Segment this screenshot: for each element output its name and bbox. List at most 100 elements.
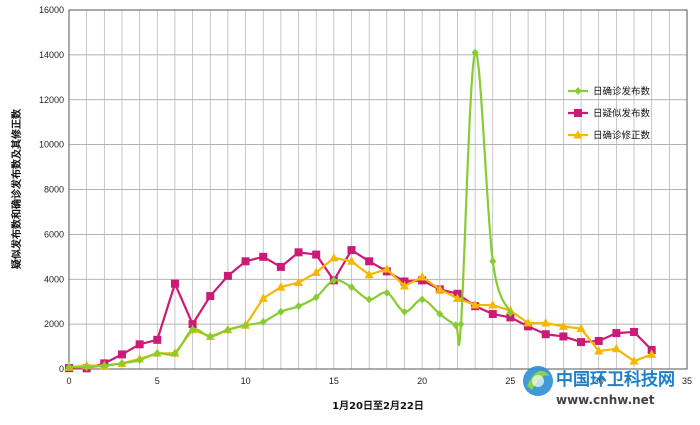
data-point — [83, 363, 91, 372]
y-tick-label: 8000 — [44, 185, 64, 195]
x-tick-label: 10 — [241, 376, 251, 386]
watermark-logo-icon — [523, 366, 553, 396]
y-axis-title: 疑似发布数和确诊发布数及其修正数 — [10, 108, 23, 269]
data-point — [330, 276, 338, 285]
data-point — [223, 271, 232, 280]
y-tick-label: 16000 — [39, 5, 64, 15]
plot-frame — [68, 9, 688, 370]
data-point — [348, 283, 356, 292]
data-point — [276, 282, 286, 291]
data-point — [541, 318, 551, 327]
data-point — [630, 327, 639, 336]
data-point — [470, 300, 480, 309]
data-point — [383, 288, 391, 297]
x-tick-label: 35 — [682, 376, 692, 386]
data-point — [452, 321, 460, 330]
data-point — [365, 295, 373, 304]
data-point — [417, 272, 427, 281]
data-point — [153, 335, 162, 344]
legend-marker — [573, 130, 583, 139]
data-point — [506, 313, 515, 322]
data-point — [136, 356, 144, 365]
data-point — [558, 321, 568, 330]
x-tick-label: 25 — [505, 376, 515, 386]
series-group — [64, 48, 657, 373]
series-2 — [64, 252, 657, 371]
data-point — [506, 308, 514, 317]
data-point — [559, 332, 568, 341]
data-point — [277, 307, 285, 316]
grid — [68, 9, 688, 370]
data-point — [170, 279, 179, 288]
watermark: 中国环卫科技网 www.cnhw.net — [523, 366, 675, 407]
data-point — [382, 264, 392, 273]
data-point — [399, 280, 409, 290]
y-tick-label: 2000 — [44, 319, 64, 329]
data-point — [400, 307, 408, 316]
data-point — [435, 284, 445, 293]
data-point — [347, 246, 356, 255]
watermark-logo-text: 中国环卫科技网 — [556, 369, 675, 390]
legend-item: 日确诊修正数 — [568, 130, 651, 142]
data-point — [295, 302, 303, 311]
data-point — [364, 269, 374, 279]
data-point — [135, 340, 144, 349]
data-point — [489, 257, 497, 266]
data-point — [258, 293, 268, 302]
data-point — [576, 323, 586, 333]
legend-marker — [574, 87, 582, 95]
y-tick-label: 12000 — [39, 95, 64, 105]
data-point — [188, 320, 197, 329]
legend-item: 日确诊发布数 — [568, 86, 651, 98]
x-tick-label: 15 — [329, 376, 339, 386]
x-tick-label: 20 — [417, 376, 427, 386]
series-0 — [65, 48, 514, 372]
data-point — [65, 363, 73, 372]
y-tick-label: 0 — [59, 364, 64, 374]
data-point — [541, 330, 550, 339]
data-point — [347, 256, 357, 265]
data-point — [117, 350, 126, 359]
data-point — [224, 325, 232, 334]
data-point — [294, 248, 303, 257]
legend-marker — [574, 109, 582, 117]
data-point — [259, 252, 268, 261]
data-point — [594, 336, 603, 345]
data-point — [311, 267, 321, 277]
data-point — [436, 310, 444, 319]
y-tick-label: 4000 — [44, 274, 64, 284]
data-point — [418, 295, 426, 304]
data-point — [329, 252, 339, 262]
data-point — [577, 338, 586, 347]
legend-label: 日确诊修正数 — [593, 130, 651, 142]
data-point — [242, 321, 250, 330]
data-point — [153, 349, 161, 358]
watermark-url: www.cnhw.net — [556, 393, 655, 407]
y-tick-label: 6000 — [44, 229, 64, 239]
data-point — [488, 300, 498, 309]
data-point — [276, 262, 285, 271]
data-point — [100, 361, 108, 370]
data-point — [452, 293, 462, 302]
data-point — [206, 332, 214, 341]
x-tick-label: 30 — [594, 376, 604, 386]
data-point — [241, 257, 250, 266]
legend-item: 日疑似发布数 — [568, 108, 651, 120]
x-tick-label: 5 — [155, 376, 160, 386]
legend-label: 日确诊发布数 — [593, 86, 651, 98]
data-point — [488, 310, 497, 319]
data-point — [523, 318, 533, 327]
series-line-1 — [68, 248, 653, 370]
data-point — [118, 359, 126, 368]
data-point — [471, 48, 479, 57]
data-point — [594, 346, 604, 355]
data-point — [171, 349, 179, 358]
legend-label: 日疑似发布数 — [593, 108, 651, 120]
data-point — [294, 277, 304, 287]
y-tick-label: 14000 — [39, 50, 64, 60]
y-tick-label: 10000 — [39, 140, 64, 150]
data-point — [312, 250, 321, 259]
